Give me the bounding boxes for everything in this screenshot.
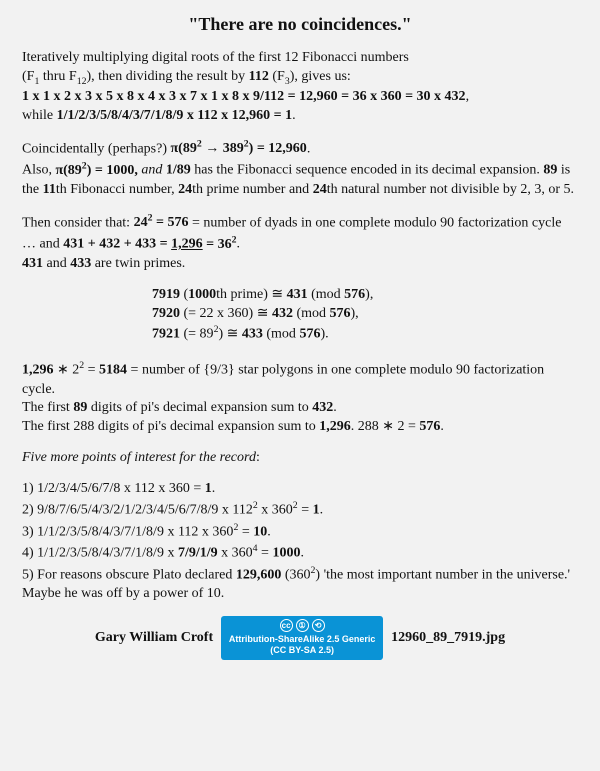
bold-text: 5184 [99,363,127,378]
bold-text: 24 [313,182,327,197]
paragraph-1: Iteratively multiplying digital roots of… [22,49,578,126]
cc-icons-row: cc ① ⟲ [227,619,377,632]
text: . [300,546,304,561]
bold-text: 7/9/1/9 [178,546,218,561]
by-icon: ① [296,619,309,632]
bold-text: 10 [253,524,267,539]
author-name: Gary William Croft [95,630,213,646]
bold-text: 1 x 1 x 2 x 3 x 5 x 8 x 4 x 3 x 7 x 1 x … [22,89,466,104]
paragraph-3: Then consider that: 242 = 576 = number o… [22,212,578,274]
text: th prime number and [192,182,313,197]
italic-text: and [138,163,166,178]
text: The first [22,400,73,415]
text: . [333,400,337,415]
text: while [22,108,57,123]
bold-text: π(892) = 1000, [55,163,137,178]
bold-text: 576 [419,419,440,434]
subheading-five-points: Five more points of interest for the rec… [22,449,578,468]
bold-text: 431 + 432 + 433 = [63,237,171,252]
text: ), gives us: [290,69,351,84]
text: = [84,363,99,378]
text: are twin primes. [91,256,185,271]
bold-text: 1 [205,481,212,496]
list-item: 2) 9/8/7/6/5/4/3/2/1/2/3/4/5/6/7/8/9 x 1… [22,503,253,518]
text: The first 288 digits of pi's decimal exp… [22,419,319,434]
bold-text: 1 [313,503,320,518]
page-title: "There are no coincidences." [22,14,578,35]
text: = [238,524,253,539]
license-badge: cc ① ⟲ Attribution-ShareAlike 2.5 Generi… [221,616,383,660]
license-text-line2: (CC BY-SA 2.5) [227,645,377,656]
bold-text: 112 [249,69,269,84]
mod-row-2: 7920 (= 22 x 360) ≅ 432 (mod 576), [152,305,578,324]
cc-icon: cc [280,619,293,632]
text: . [440,419,444,434]
bold-text: 1000 [272,546,300,561]
text: . [292,108,296,123]
paragraph-2: Coincidentally (perhaps?) π(892 → 3892) … [22,138,578,200]
text: x 360 [258,503,293,518]
footer: Gary William Croft cc ① ⟲ Attribution-Sh… [22,616,578,660]
text: th Fibonacci number, [56,182,178,197]
text: = [258,546,273,561]
license-text-line1: Attribution-ShareAlike 2.5 Generic [227,634,377,645]
paragraph-4: 1,296 ∗ 22 = 5184 = number of {9/3} star… [22,359,578,437]
mod-row-3: 7921 (= 892) ≅ 433 (mod 576). [152,323,578,345]
bold-text: 1,296 [22,363,54,378]
sa-icon: ⟲ [312,619,325,632]
bold-text: 433 [70,256,91,271]
text: th natural number not divisible by 2, 3,… [327,182,574,197]
bold-text: 431 [22,256,43,271]
text: = [298,503,313,518]
bold-text: 1/89 [166,163,191,178]
text: ), then dividing the result by [87,69,249,84]
bold-text: 11 [43,182,56,197]
subscript: 12 [77,76,87,87]
bold-text: 242 = 576 [134,215,189,230]
numbered-list: 1) 1/2/3/4/5/6/7/8 x 112 x 360 = 1. 2) 9… [22,480,578,604]
bold-text: 1,296 [319,419,351,434]
text: x 360 [218,546,253,561]
bold-text: 129,600 [236,567,282,582]
text: (F [269,69,285,84]
text: digits of pi's decimal expansion sum to [87,400,312,415]
bold-text: = 362 [203,237,237,252]
list-item: 5) For reasons obscure Plato declared [22,567,236,582]
text: thru F [39,69,76,84]
italic-text: Five more points of interest for the rec… [22,450,256,465]
bold-text: 24 [178,182,192,197]
bold-text: π(892 → 3892) = 12,960 [171,141,307,156]
text: . [320,503,324,518]
text: . [237,237,241,252]
text: . [267,524,271,539]
bold-text: 432 [312,400,333,415]
text: has the Fibonacci sequence encoded in it… [191,163,544,178]
text: . [307,141,311,156]
bold-text: 89 [73,400,87,415]
text: . 288 ∗ 2 = [351,419,420,434]
text: and [43,256,70,271]
text: (360 [281,567,310,582]
mod-row-1: 7919 (1000th prime) ≅ 431 (mod 576), [152,286,578,305]
text: Then consider that: [22,215,134,230]
text: (F [22,69,34,84]
mod-congruence-block: 7919 (1000th prime) ≅ 431 (mod 576), 792… [152,286,578,345]
text: : [256,450,260,465]
text: Also, [22,163,55,178]
bold-underline-text: 1,296 [171,237,203,252]
text: , [466,89,470,104]
text: Coincidentally (perhaps?) [22,141,171,156]
list-item: 3) 1/1/2/3/5/8/4/3/7/1/8/9 x 112 x 360 [22,524,233,539]
filename: 12960_89_7919.jpg [391,630,505,646]
text: Iteratively multiplying digital roots of… [22,50,409,65]
list-item: 4) 1/1/2/3/5/8/4/3/7/1/8/9 x [22,546,178,561]
text: . [212,481,216,496]
list-item: 1) 1/2/3/4/5/6/7/8 x 112 x 360 = [22,481,205,496]
document-page: "There are no coincidences." Iteratively… [0,0,600,771]
text: ∗ 2 [54,363,80,378]
bold-text: 1/1/2/3/5/8/4/3/7/1/8/9 x 112 x 12,960 =… [57,108,293,123]
bold-text: 89 [543,163,557,178]
